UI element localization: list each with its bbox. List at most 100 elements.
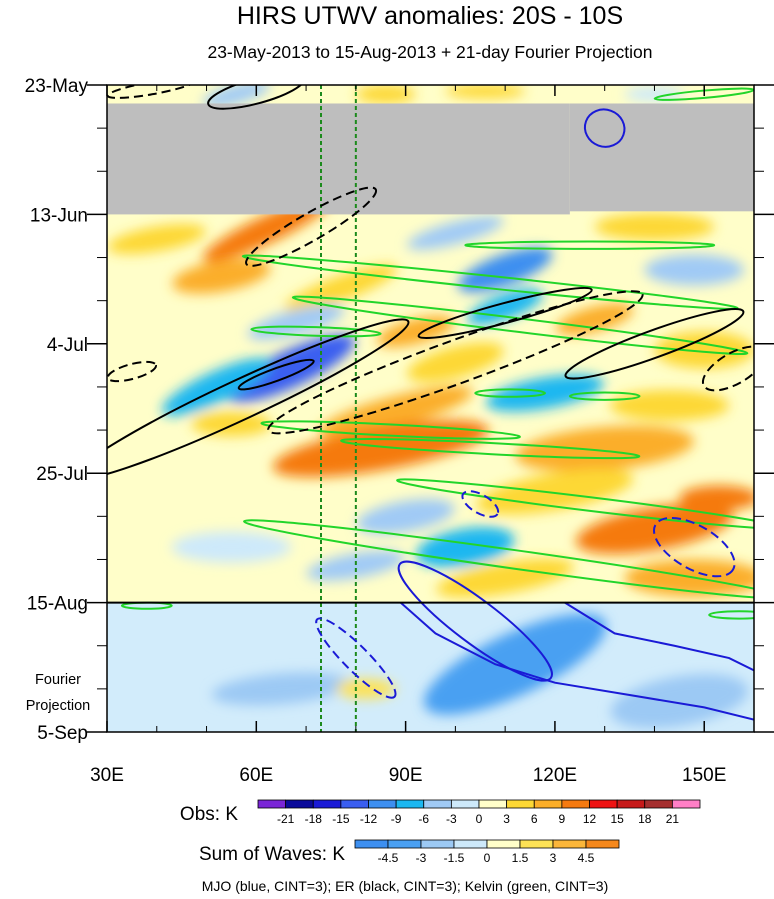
- missing-data-block: [569, 103, 754, 212]
- mjo-contour: [315, 617, 397, 699]
- anomaly-blob: [171, 531, 292, 563]
- anomaly-blob: [476, 468, 634, 515]
- anomaly-blob-group: [436, 558, 574, 598]
- colorbar-swatch: [312, 799, 342, 809]
- colorbar-level-label: 3: [550, 851, 557, 865]
- colorbar-swatch: [533, 799, 563, 809]
- anomaly-blob-group: [609, 390, 730, 421]
- anomaly-blob-group: [407, 216, 504, 250]
- anomaly-blob-group: [247, 304, 345, 340]
- kelvin-contour: [396, 478, 754, 530]
- colorbar-level-label: -4.5: [378, 851, 399, 865]
- colorbar-level-label: 9: [559, 812, 566, 826]
- kelvin-contour-group: [243, 519, 754, 600]
- anomaly-blob: [272, 420, 489, 478]
- x-tick-label: 90E: [389, 765, 423, 786]
- anomaly-blob-group: [644, 254, 745, 286]
- anomaly-blob: [644, 254, 745, 286]
- y-tick-label: 25-Jul: [36, 464, 88, 485]
- colorbar-swatch: [423, 799, 452, 809]
- anomaly-blob-group: [211, 672, 351, 706]
- colorbar-swatch: [340, 799, 369, 809]
- chart-subtitle: 23-May-2013 to 15-Aug-2013 + 21-day Four…: [207, 42, 652, 62]
- er-contour: [237, 358, 315, 391]
- colorbar-level-label: 0: [476, 812, 483, 826]
- kelvin-contour: [260, 420, 521, 440]
- colorbar-swatch: [616, 799, 646, 809]
- er-contour: [207, 85, 306, 110]
- anomaly-blob: [284, 264, 398, 312]
- anomaly-blob: [227, 334, 355, 403]
- colorbar-swatch: [450, 799, 480, 809]
- anomaly-blob-group: [445, 85, 526, 99]
- er-contour-group: [267, 290, 644, 435]
- y-tick-label: 13-Jun: [30, 205, 88, 226]
- anomaly-blob: [407, 342, 504, 382]
- colorbar-swatch: [671, 799, 701, 809]
- anomaly-blob: [107, 224, 206, 254]
- anomaly-blob: [445, 85, 526, 99]
- waves-colorbar: -4.5 -3 -1.5 0 1.5 3 4.5: [354, 839, 620, 865]
- anomaly-blob-group: [515, 425, 694, 472]
- kelvin-contour-group: [708, 610, 754, 620]
- anomaly-blob: [624, 86, 685, 102]
- colorbar-swatch: [453, 839, 488, 849]
- colorbar-swatch: [589, 799, 618, 809]
- anomaly-blob: [458, 247, 553, 293]
- projection-label-line1: Fourier: [35, 672, 81, 688]
- anomaly-blob: [515, 425, 694, 472]
- observed-anomaly-field: [107, 85, 754, 598]
- mjo-contour-group: [583, 108, 626, 148]
- mjo-contour-group: [315, 617, 397, 699]
- colorbar-level-label: 3: [503, 812, 510, 826]
- er-contour-group: [564, 308, 745, 380]
- colorbar-level-label: -6: [418, 812, 429, 826]
- obs-colorbar: -21 -18 -15 -12 -9 -6 -3 0 3 6 9 12 15 18 21: [257, 799, 701, 826]
- er-contour: [245, 186, 378, 267]
- mjo-contour: [653, 516, 736, 578]
- colorbar-swatch: [420, 839, 455, 849]
- colorbar-level-label: 6: [531, 812, 538, 826]
- anomaly-blob-group: [202, 85, 271, 107]
- er-contour-group: [107, 360, 157, 383]
- anomaly-blob-group: [407, 342, 504, 382]
- kelvin-contour: [568, 391, 641, 401]
- axes: 30E 60E 90E 120E 150E 23-May 13-Jun 4-Jul 25-Jul…: [25, 76, 774, 786]
- colorbar-level-label: -3: [446, 812, 457, 826]
- mjo-contour: [397, 560, 553, 682]
- kelvin-contour: [250, 325, 382, 338]
- er-contour-group: [237, 358, 315, 391]
- colorbar-level-label: 1.5: [512, 851, 529, 865]
- anomaly-blob-group: [355, 85, 416, 104]
- anomaly-blob-group: [556, 303, 634, 335]
- er-contour: [417, 286, 593, 340]
- colorbar-swatch: [561, 799, 590, 809]
- colorbar-swatch: [552, 839, 587, 849]
- mjo-contour: [461, 490, 500, 518]
- colorbar-level-label: -9: [391, 812, 402, 826]
- projection-label-line2: Projection: [26, 698, 90, 714]
- anomaly-blob: [306, 550, 405, 581]
- kelvin-contour: [474, 388, 546, 398]
- anomaly-blob: [610, 674, 749, 729]
- plot-frame: [106, 84, 755, 733]
- colorbar-swatch: [368, 799, 397, 809]
- kelvin-contour-group: [474, 388, 546, 398]
- anomaly-blob-group: [423, 613, 607, 715]
- colorbar-level-label: 18: [638, 812, 652, 826]
- anomaly-blob-group: [476, 468, 634, 515]
- y-tick-label: 23-May: [25, 76, 89, 97]
- x-tick-label: 30E: [90, 765, 124, 786]
- anomaly-blob: [191, 411, 272, 437]
- kelvin-contour-group: [340, 437, 641, 460]
- colorbar-swatch: [387, 839, 422, 849]
- colorbar-swatch: [519, 839, 554, 849]
- colorbar-swatch: [395, 799, 425, 809]
- anomaly-blob-group: [284, 264, 398, 312]
- er-contour: [107, 318, 410, 481]
- anomaly-blob-group: [191, 411, 272, 437]
- colorbar-level-label: -21: [277, 812, 295, 826]
- colorbar-level-label: 21: [666, 812, 680, 826]
- er-contour-group: [245, 186, 378, 267]
- x-tick-label: 120E: [533, 765, 577, 786]
